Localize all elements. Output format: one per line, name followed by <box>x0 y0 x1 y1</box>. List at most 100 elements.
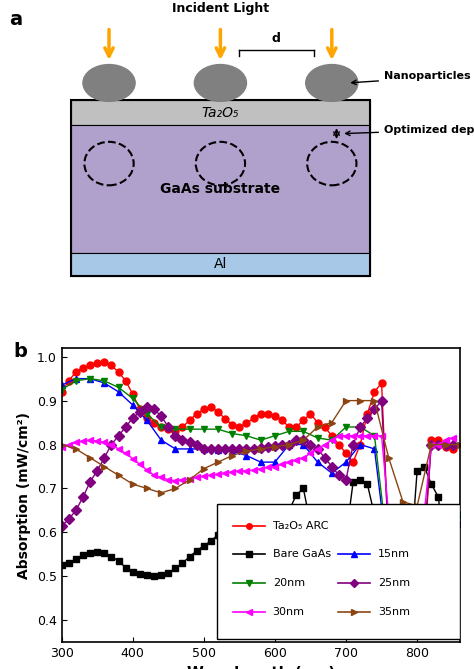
15nm <box>272 458 278 466</box>
35nm <box>201 465 207 473</box>
35nm <box>286 440 292 448</box>
20nm <box>187 425 192 433</box>
20nm <box>101 377 107 385</box>
15nm <box>443 511 448 519</box>
Bar <box>71 252 370 276</box>
35nm <box>229 452 235 460</box>
35nm <box>372 397 377 405</box>
20nm <box>329 436 335 444</box>
15nm <box>258 458 264 466</box>
25nm <box>66 515 72 523</box>
Bare GaAs <box>66 559 72 567</box>
15nm <box>315 458 320 466</box>
15nm <box>229 447 235 455</box>
Text: 35nm: 35nm <box>378 607 410 617</box>
20nm <box>87 375 93 383</box>
20nm <box>301 427 306 436</box>
20nm <box>286 427 292 436</box>
X-axis label: Wavelength (nm): Wavelength (nm) <box>187 666 335 669</box>
Circle shape <box>83 64 135 102</box>
35nm <box>215 458 221 466</box>
15nm <box>357 440 363 448</box>
35nm <box>59 440 64 448</box>
30nm <box>59 443 64 451</box>
35nm <box>301 436 306 444</box>
Ta₂O₅ ARC <box>286 423 292 431</box>
35nm <box>457 440 463 448</box>
Line: Ta₂O₅ ARC: Ta₂O₅ ARC <box>58 359 456 553</box>
20nm <box>272 432 278 440</box>
Bare GaAs <box>450 563 456 571</box>
Circle shape <box>194 64 246 102</box>
Bare GaAs <box>59 561 64 569</box>
15nm <box>59 381 64 389</box>
20nm <box>457 511 463 519</box>
35nm <box>87 454 93 462</box>
Bare GaAs <box>279 520 285 528</box>
35nm <box>130 480 136 488</box>
25nm <box>357 423 363 431</box>
Bare GaAs <box>386 590 392 598</box>
20nm <box>400 553 406 561</box>
Ta₂O₅ ARC <box>101 358 107 366</box>
Ta₂O₅ ARC <box>393 546 399 554</box>
Ta₂O₅ ARC <box>59 388 64 396</box>
Text: a: a <box>9 10 23 29</box>
Ta₂O₅ ARC <box>66 377 72 385</box>
20nm <box>116 383 121 391</box>
Bare GaAs <box>315 533 320 541</box>
15nm <box>116 388 121 396</box>
Text: GaAs substrate: GaAs substrate <box>160 182 281 196</box>
35nm <box>315 423 320 431</box>
Text: 25nm: 25nm <box>378 578 410 588</box>
20nm <box>386 553 392 561</box>
Bar <box>71 126 370 252</box>
Line: 30nm: 30nm <box>58 432 456 518</box>
20nm <box>258 436 264 444</box>
35nm <box>144 484 150 492</box>
35nm <box>400 498 406 506</box>
15nm <box>73 375 79 383</box>
15nm <box>386 561 392 569</box>
35nm <box>158 489 164 497</box>
15nm <box>144 416 150 424</box>
35nm <box>244 447 249 455</box>
35nm <box>116 471 121 479</box>
Line: 35nm: 35nm <box>58 397 463 510</box>
15nm <box>414 559 420 567</box>
Bar <box>71 100 370 126</box>
25nm <box>301 436 306 444</box>
Text: Ta₂O₅: Ta₂O₅ <box>201 106 239 120</box>
Text: Nanoparticles on top: Nanoparticles on top <box>352 72 474 84</box>
20nm <box>357 423 363 431</box>
Text: 15nm: 15nm <box>378 549 410 559</box>
Line: Bare GaAs: Bare GaAs <box>58 463 456 597</box>
15nm <box>187 445 192 453</box>
Text: Bare GaAs: Bare GaAs <box>273 549 331 559</box>
35nm <box>329 419 335 427</box>
25nm <box>315 445 320 453</box>
15nm <box>130 401 136 409</box>
35nm <box>386 454 392 462</box>
30nm <box>336 432 342 440</box>
20nm <box>130 395 136 403</box>
Text: 30nm: 30nm <box>273 607 305 617</box>
Line: 15nm: 15nm <box>58 375 463 569</box>
15nm <box>158 436 164 444</box>
25nm <box>201 445 207 453</box>
20nm <box>229 429 235 438</box>
35nm <box>73 445 79 453</box>
Bar <box>71 100 370 276</box>
30nm <box>201 472 207 480</box>
35nm <box>343 397 349 405</box>
Circle shape <box>306 64 358 102</box>
15nm <box>286 440 292 448</box>
FancyBboxPatch shape <box>217 504 460 640</box>
15nm <box>201 445 207 453</box>
35nm <box>428 440 434 448</box>
15nm <box>343 458 349 466</box>
Text: 20nm: 20nm <box>273 578 305 588</box>
35nm <box>258 445 264 453</box>
35nm <box>272 443 278 451</box>
20nm <box>343 423 349 431</box>
